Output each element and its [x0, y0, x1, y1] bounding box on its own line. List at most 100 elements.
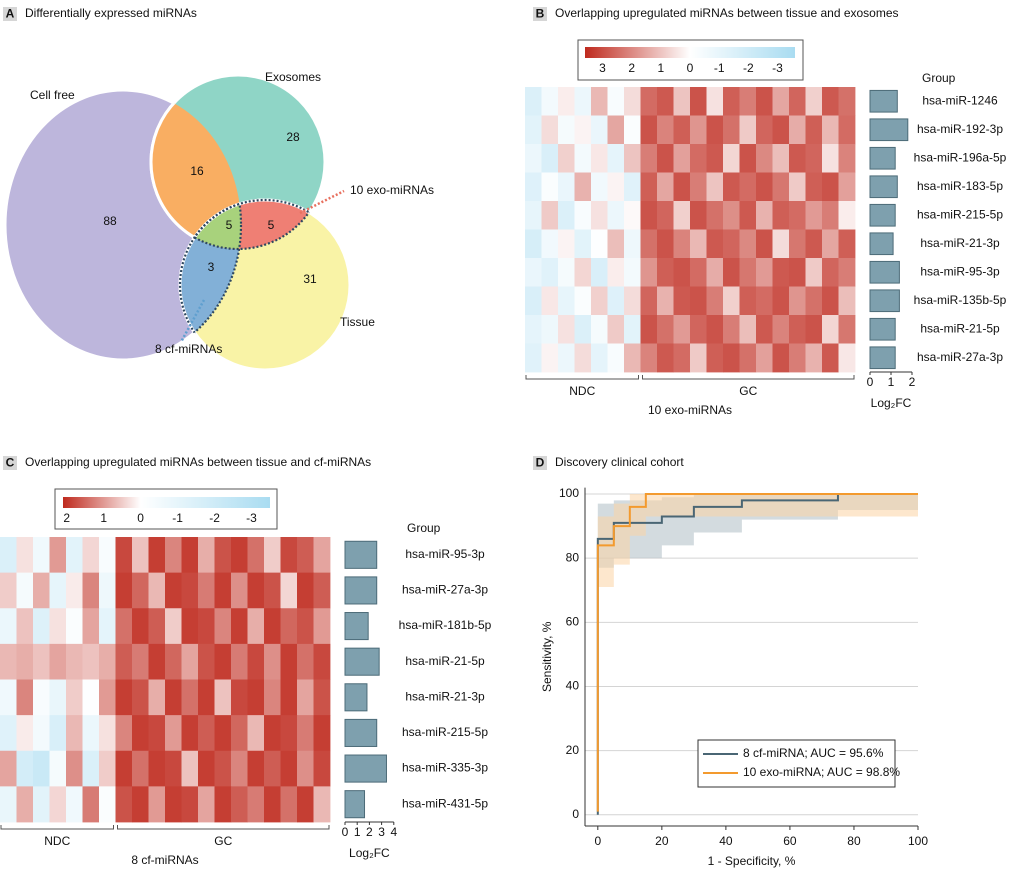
heatmap-cell [822, 115, 839, 145]
row-label: hsa-miR-95-3p [405, 547, 485, 561]
row-label: hsa-miR-192-3p [917, 122, 1003, 136]
heatmap-cell [280, 750, 298, 787]
heatmap-cell [756, 115, 773, 145]
heatmap-cell [198, 608, 215, 645]
heatmap-cell [739, 258, 757, 287]
bar [344, 647, 380, 676]
heatmap-cell [624, 115, 641, 145]
heatmap-cell [574, 144, 592, 173]
bar-xlabel: Log₂FC [871, 396, 912, 410]
heatmap-cell [723, 315, 740, 344]
legend-label: 10 exo-miRNA; AUC = 98.8% [743, 765, 900, 779]
group-label: NDC [569, 384, 595, 398]
row-header: Group [407, 521, 441, 535]
heatmap-cell [574, 87, 592, 116]
heatmap-cell [739, 343, 757, 373]
heatmap-cell [624, 229, 641, 259]
heatmap-cell [706, 315, 724, 344]
heatmap-cell [772, 343, 790, 373]
heatmap-cell [558, 343, 575, 373]
heatmap-cell [132, 572, 149, 609]
heatmap-cell [624, 201, 641, 230]
heatmap-cell [607, 115, 625, 145]
row-label: hsa-miR-215-5p [402, 725, 488, 739]
heatmap-cell [640, 258, 658, 287]
heatmap-cell [624, 343, 641, 373]
heatmap-cell [214, 679, 232, 716]
heatmap-cell [165, 750, 182, 787]
heatmap-cell [49, 715, 67, 752]
heatmap-cell [772, 315, 790, 344]
bar [344, 754, 387, 783]
panel-letter-box [533, 7, 547, 21]
group-bracket [0, 825, 114, 830]
heatmap-cell [313, 679, 331, 716]
heatmap-cell [690, 172, 707, 202]
heatmap-cell [640, 172, 658, 202]
heatmap-cell [115, 608, 133, 645]
heatmap-cell [723, 144, 740, 173]
heatmap-cell [756, 87, 773, 116]
heatmap-cell [624, 87, 641, 116]
y-tick-label: 20 [566, 743, 580, 757]
heatmap-cell [525, 115, 542, 145]
heatmap-cell [99, 608, 116, 645]
heatmap-cell [723, 87, 740, 116]
heatmap-cell [591, 229, 608, 259]
row-label: hsa-miR-27a-3p [402, 583, 488, 597]
heatmap-cell [657, 258, 674, 287]
heatmap-cell [297, 608, 314, 645]
colorbar-tick-label: -3 [246, 511, 257, 525]
heatmap-cell [558, 286, 575, 316]
colorbar-tick-label: 0 [137, 511, 144, 525]
heatmap-cell [756, 258, 773, 287]
group-label: GC [214, 834, 232, 848]
heatmap-cell [247, 537, 265, 574]
heatmap-cell [16, 715, 34, 752]
bar-tick-label: 2 [366, 825, 373, 839]
heatmap-cell [313, 715, 331, 752]
heatmap-cell [822, 201, 839, 230]
heatmap-cell [607, 315, 625, 344]
heatmap-cell [148, 643, 166, 680]
heatmap-cell [772, 286, 790, 316]
heatmap-cell [756, 286, 773, 316]
heatmap-cell [624, 144, 641, 173]
heatmap-cell [558, 201, 575, 230]
heatmap-cell [165, 537, 182, 574]
heatmap-cell [640, 286, 658, 316]
heatmap-cell [772, 258, 790, 287]
panel-title: Differentially expressed miRNAs [25, 6, 197, 20]
heatmap-cell [591, 172, 608, 202]
heatmap-cell [148, 572, 166, 609]
heatmap-cell [723, 172, 740, 202]
heatmap-cell [772, 229, 790, 259]
heatmap-cell [789, 315, 806, 344]
heatmap-cell [541, 258, 559, 287]
heatmap-cell [591, 87, 608, 116]
heatmap-cell [49, 643, 67, 680]
heatmap-cell [82, 537, 100, 574]
heatmap-cell [99, 750, 116, 787]
heatmap-cell [607, 286, 625, 316]
set-label: Cell free [30, 88, 75, 102]
heatmap-cell [49, 572, 67, 609]
heatmap-cell [558, 144, 575, 173]
heatmap-cell [280, 537, 298, 574]
heatmap-cell [789, 286, 806, 316]
heatmap-cell [789, 87, 806, 116]
heatmap-cell [739, 87, 757, 116]
heatmap-cell [772, 172, 790, 202]
bar [869, 146, 896, 170]
heatmap-cell [181, 679, 199, 716]
heatmap-cell [558, 315, 575, 344]
heatmap-cell [558, 229, 575, 259]
heatmap-cell [706, 87, 724, 116]
heatmap-cell [789, 201, 806, 230]
heatmap-cell [706, 172, 724, 202]
heatmap-cell [805, 201, 823, 230]
row-label: hsa-miR-135b-5p [914, 293, 1007, 307]
heatmap-cell [558, 87, 575, 116]
heatmap-cell [82, 643, 100, 680]
heatmap-cell [99, 679, 116, 716]
